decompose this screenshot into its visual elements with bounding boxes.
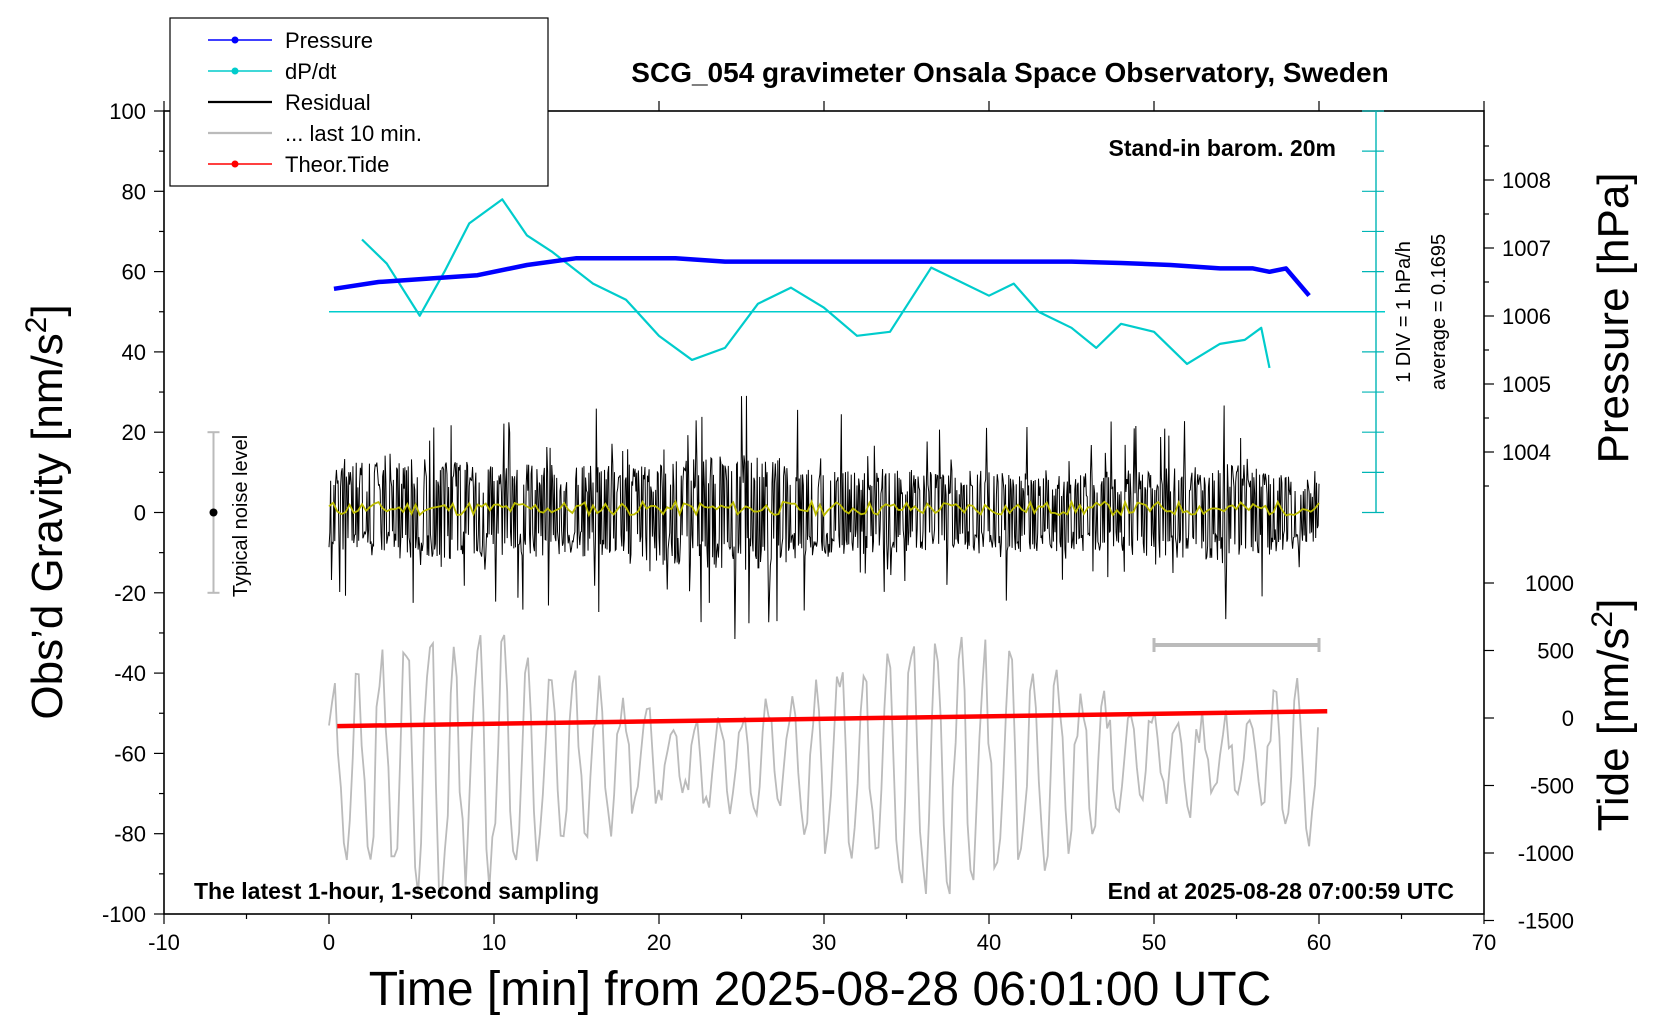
y-tick-label: 20 bbox=[122, 420, 146, 445]
legend-label-residual: Residual bbox=[285, 90, 371, 115]
pressure-tick-label: 1007 bbox=[1502, 236, 1551, 261]
x-tick-label: 30 bbox=[812, 930, 836, 955]
y-axis-label: Obs’d Gravity [nm/s2] bbox=[20, 304, 72, 719]
tide-axis-label: Tide [nm/s2] bbox=[1586, 599, 1638, 832]
tide-tick-label: -500 bbox=[1530, 774, 1574, 799]
y-axis-label-close: ] bbox=[23, 304, 72, 316]
legend-marker-dpdt bbox=[231, 67, 239, 75]
y-tick-label: -80 bbox=[114, 822, 146, 847]
tide-tick-label: -1500 bbox=[1518, 909, 1574, 934]
y-axis-label-sup: 2 bbox=[20, 317, 53, 334]
series-layer bbox=[207, 198, 1385, 895]
x-tick-label: 0 bbox=[323, 930, 335, 955]
tide-axis-label-base: Tide [nm/s bbox=[1589, 628, 1638, 832]
tide-axis-label-close: ] bbox=[1589, 599, 1638, 611]
pressure-tick-label: 1006 bbox=[1502, 304, 1551, 329]
pressure-tick-label: 1004 bbox=[1502, 440, 1551, 465]
y-tick-label: -60 bbox=[114, 741, 146, 766]
x-tick-label: 20 bbox=[647, 930, 671, 955]
barometer-note: Stand-in barom. 20m bbox=[1109, 135, 1336, 161]
pressure-line bbox=[333, 255, 1311, 298]
tide-axis-label-sup: 2 bbox=[1586, 611, 1619, 628]
y-tick-label: -40 bbox=[114, 661, 146, 686]
dpdt-line bbox=[361, 198, 1271, 369]
theor-tide-line bbox=[337, 709, 1328, 729]
y-tick-label: -20 bbox=[114, 581, 146, 606]
y-tick-label: 80 bbox=[122, 179, 146, 204]
y-tick-label: 0 bbox=[134, 501, 146, 526]
legend-item-dpdt: dP/dt bbox=[208, 59, 336, 84]
legend-item-pressure: Pressure bbox=[208, 28, 373, 53]
pressure-tick-label: 1008 bbox=[1502, 168, 1551, 193]
legend-label-theor-tide: Theor.Tide bbox=[285, 152, 389, 177]
pressure-axis-label: Pressure [hPa] bbox=[1589, 172, 1638, 463]
noise-level-center-dot bbox=[209, 508, 218, 517]
dpdt-scale-note: 1 DIV = 1 hPa/h bbox=[1393, 241, 1415, 383]
y-axis-label-base: Obs’d Gravity [nm/s bbox=[23, 333, 72, 719]
x-tick-label: 70 bbox=[1472, 930, 1496, 955]
pressure-tick-label: 1005 bbox=[1502, 372, 1551, 397]
chart-title: SCG_054 gravimeter Onsala Space Observat… bbox=[631, 57, 1388, 88]
tide-tick-label: -1000 bbox=[1518, 841, 1574, 866]
x-tick-label: 40 bbox=[977, 930, 1001, 955]
tide-tick-label: 500 bbox=[1537, 639, 1574, 664]
legend-marker-theor-tide bbox=[231, 160, 239, 168]
residual-line bbox=[328, 395, 1320, 639]
legend-item-residual: Residual bbox=[208, 90, 371, 115]
y-tick-label: -100 bbox=[102, 902, 146, 927]
x-tick-label: 50 bbox=[1142, 930, 1166, 955]
end-time-note: End at 2025-08-28 07:00:59 UTC bbox=[1108, 878, 1454, 904]
last-10-min-line bbox=[328, 634, 1319, 895]
y-tick-label: 60 bbox=[122, 260, 146, 285]
tide-tick-label: 1000 bbox=[1525, 571, 1574, 596]
x-tick-label: 10 bbox=[482, 930, 506, 955]
x-tick-label: 60 bbox=[1307, 930, 1331, 955]
legend: Pressure dP/dt Residual ... last 10 min.… bbox=[169, 17, 549, 187]
legend-marker-pressure bbox=[231, 36, 239, 44]
tick-labels: -10 0 10 20 30 40 50 60 70100806040200-20-40-60-… bbox=[102, 99, 1574, 955]
tide-tick-label: 0 bbox=[1562, 706, 1574, 731]
dpdt-average-note: average = 0.1695 bbox=[1428, 234, 1450, 390]
y-tick-label: 40 bbox=[122, 340, 146, 365]
legend-label-pressure: Pressure bbox=[285, 28, 373, 53]
residual-smoothed-line bbox=[328, 499, 1320, 518]
legend-label-last-10-min: ... last 10 min. bbox=[285, 121, 422, 146]
sampling-note: The latest 1-hour, 1-second sampling bbox=[194, 878, 599, 904]
y-tick-label: 100 bbox=[109, 99, 146, 124]
x-axis-label: Time [min] from 2025-08-28 06:01:00 UTC bbox=[369, 963, 1272, 1016]
legend-item-last-10-min: ... last 10 min. bbox=[208, 121, 422, 146]
x-tick-label: -10 bbox=[148, 930, 180, 955]
legend-item-theor-tide: Theor.Tide bbox=[208, 152, 389, 177]
noise-level-label: Typical noise level bbox=[230, 435, 252, 597]
legend-label-dpdt: dP/dt bbox=[285, 59, 336, 84]
